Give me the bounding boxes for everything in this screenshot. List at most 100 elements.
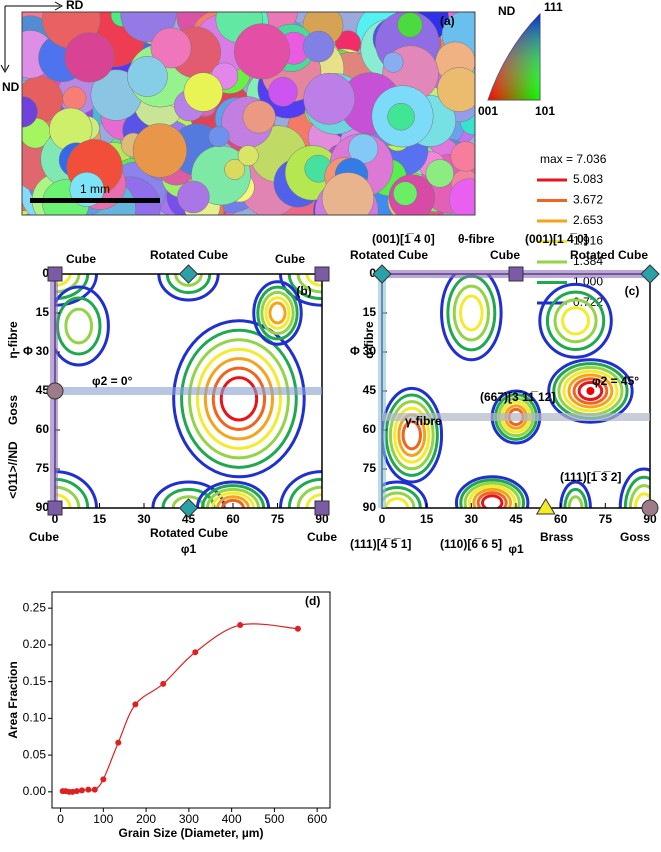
label: <011>//ND [6,441,20,499]
contour [561,306,591,336]
contour [559,480,592,508]
label: Goss [620,530,650,544]
label: 15 [363,305,377,319]
contour [384,497,410,508]
label: 90 [36,500,50,514]
brass-marker [535,498,556,515]
label: 1 mm [80,182,110,196]
label: 3.672 [573,193,603,207]
goss-marker [641,499,659,517]
contour [480,494,504,508]
label: 001 [478,104,498,118]
label: 60 [226,512,240,526]
grain [448,178,475,215]
label: γ-fibre [405,414,442,428]
label: 0.20 [23,637,47,651]
grain [321,172,375,215]
orientation-map [22,12,475,215]
line [62,623,298,793]
contour [472,487,513,508]
label: 2.653 [573,213,603,227]
cube-marker [314,266,330,282]
label: 200 [136,812,156,826]
point [115,739,122,746]
plot-frame [51,591,331,809]
label: 0.25 [23,600,47,614]
contour [538,282,613,359]
label: 90 [363,500,377,514]
label: 101 [535,104,555,118]
label: 30 [363,344,377,358]
contour [567,495,584,508]
cube-marker [47,266,63,282]
label: η-fibre [6,321,20,359]
label: φ1 [508,542,524,556]
label: 15 [420,512,434,526]
label: 0 [369,266,376,280]
label: 15 [36,305,50,319]
grain [387,103,415,131]
label: (d) [305,594,320,608]
scale-bar [30,198,160,203]
label: 0 [52,512,59,526]
label: Grain Size (Diameter, µm) [119,826,264,840]
contour [562,369,619,413]
contour [161,487,216,508]
label: 1.916 [573,234,603,248]
grain [302,30,335,63]
label: θ-fibre [458,232,495,246]
contour [203,357,274,441]
label: 90 [315,512,329,526]
label: ND [498,4,516,18]
fibre-band [55,387,322,395]
grain [233,23,290,80]
point [73,788,80,795]
label: 0 [57,812,64,826]
point [85,786,92,793]
point [78,787,85,794]
label: 300 [179,812,199,826]
contour [382,480,429,508]
contour [157,274,220,302]
grain [150,27,192,69]
label: 75 [363,461,377,475]
grain [224,159,246,180]
grain [183,72,223,112]
grain [450,141,475,172]
contour [459,478,526,508]
contour [264,296,291,330]
point [294,625,301,632]
contour [256,285,299,341]
label: Rotated Cube [150,526,228,540]
label: 0 [42,266,49,280]
label: 0.722 [573,295,603,309]
label: Area Fraction [6,661,20,738]
grain [242,100,276,134]
label: (111)[4̅ 5̅ 1] [350,537,411,551]
grain [177,180,210,214]
label: 45 [509,512,523,526]
contour [216,495,250,508]
contours [382,274,650,508]
contour [55,285,110,367]
contour [260,290,295,336]
rotated-cube-marker [178,264,199,284]
contour [211,366,267,431]
axes-arrows [0,1,64,74]
map-frame [21,11,476,216]
label: 60 [554,512,568,526]
label: (a) [440,14,455,28]
grain [382,52,404,73]
label: Φ [23,344,33,358]
label: RD [66,0,84,12]
label: φ1 [181,542,197,556]
grain [64,32,115,83]
point [192,649,199,656]
label: 0.10 [23,711,47,725]
label: 400 [222,812,242,826]
contour [172,319,306,479]
contour [563,487,588,508]
cube-marker [47,500,63,516]
goss-marker [46,382,64,400]
label: 0.05 [23,747,47,761]
